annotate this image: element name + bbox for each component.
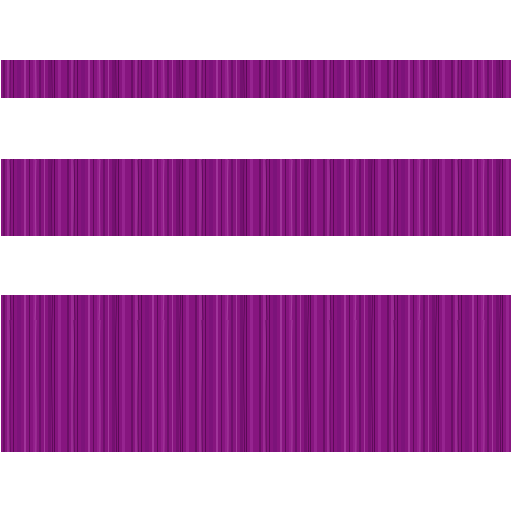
- bar-middle: [1, 159, 511, 236]
- bar-bottom: [1, 295, 511, 452]
- bar-top: [1, 60, 511, 98]
